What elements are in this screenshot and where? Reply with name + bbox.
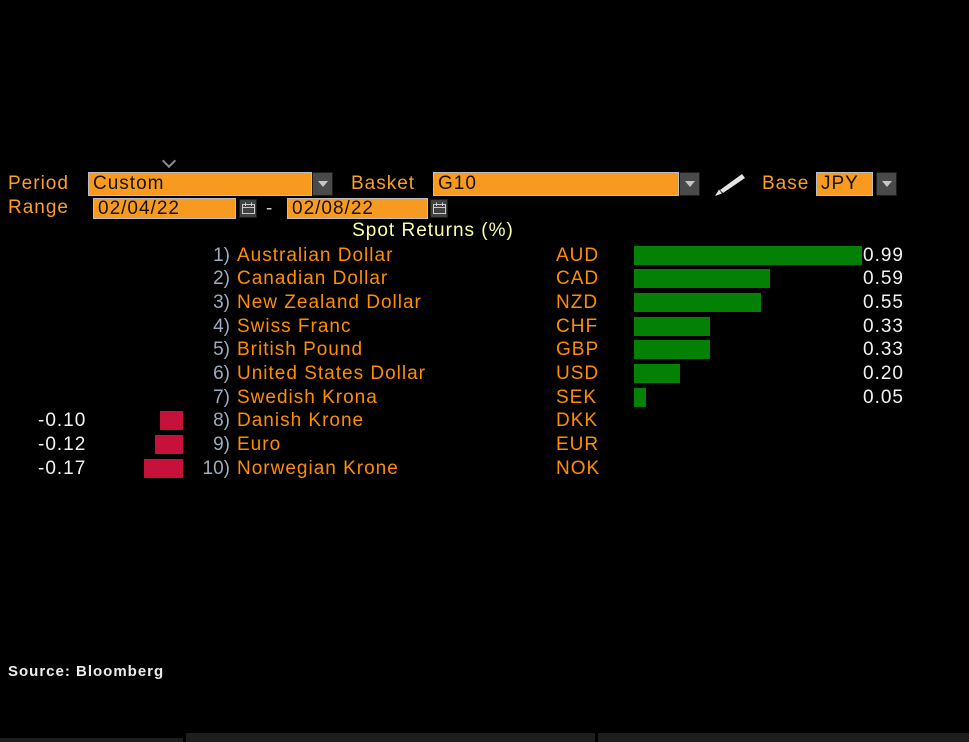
currency-code: CHF [556,316,599,337]
positive-return-bar [634,388,646,407]
chart-row: 2) Canadian Dollar CAD 0.59 [0,268,969,290]
edit-basket-button[interactable] [710,170,748,198]
currency-name[interactable]: British Pound [237,339,364,360]
taskbar-segment [0,738,183,742]
currency-code: AUD [556,245,600,266]
base-label: Base [762,173,810,194]
currency-name[interactable]: New Zealand Dollar [237,292,422,313]
currency-code: USD [556,363,600,384]
value-label: -0.10 [38,410,87,431]
source-credit: Source: Bloomberg [8,663,165,680]
row-rank[interactable]: 6) [213,363,230,384]
positive-return-bar [634,293,761,312]
period-field[interactable]: Custom [88,172,312,196]
chart-row: 9) Euro EUR -0.12 [0,434,969,456]
currency-name[interactable]: Swedish Krona [237,387,378,408]
currency-code: GBP [556,339,600,360]
row-rank[interactable]: 1) [213,245,230,266]
value-label: -0.17 [38,458,87,479]
currency-code: EUR [556,434,600,455]
value-label: 0.20 [863,363,904,384]
currency-code: DKK [556,410,599,431]
value-label: 0.33 [863,316,904,337]
range-separator: - [266,198,273,219]
positive-return-bar [634,246,862,265]
value-label: 0.05 [863,387,904,408]
currency-code: NOK [556,458,601,479]
calendar-icon [432,202,446,214]
range-start-field[interactable]: 02/04/22 [93,198,236,219]
chart-title: Spot Returns (%) [352,220,514,241]
base-field[interactable]: JPY [816,172,873,196]
positive-return-bar [634,340,710,359]
calendar-icon [241,202,255,214]
basket-field[interactable]: G10 [433,172,679,196]
chart-row: 8) Danish Krone DKK -0.10 [0,410,969,432]
positive-return-bar [634,364,680,383]
chart-row: 5) British Pound GBP 0.33 [0,339,969,361]
period-dropdown-button[interactable] [312,172,333,196]
row-rank[interactable]: 10) [202,458,230,479]
currency-name[interactable]: Danish Krone [237,410,365,431]
chart-row: 3) New Zealand Dollar NZD 0.55 [0,292,969,314]
positive-return-bar [634,269,770,288]
row-rank[interactable]: 7) [213,387,230,408]
currency-code: NZD [556,292,599,313]
chart-row: 7) Swedish Krona SEK 0.05 [0,387,969,409]
range-label: Range [8,197,69,218]
currency-name[interactable]: Australian Dollar [237,245,394,266]
pencil-icon [715,174,745,196]
chart-row: 6) United States Dollar USD 0.20 [0,363,969,385]
range-end-field[interactable]: 02/08/22 [287,198,428,219]
currency-code: CAD [556,268,600,289]
value-label: -0.12 [38,434,87,455]
dropdown-arrow-icon [684,181,695,187]
chart-row: 1) Australian Dollar AUD 0.99 [0,245,969,267]
period-label: Period [8,173,69,194]
base-dropdown-button[interactable] [876,172,897,196]
dropdown-arrow-icon [317,181,328,187]
basket-label: Basket [351,173,416,194]
range-end-calendar-button[interactable] [430,199,448,218]
taskbar-segment [186,733,595,742]
currency-name[interactable]: Norwegian Krone [237,458,399,479]
currency-name[interactable]: Canadian Dollar [237,268,389,289]
taskbar-segment [598,733,969,742]
basket-dropdown-button[interactable] [679,172,700,196]
currency-name[interactable]: Euro [237,434,282,455]
row-rank[interactable]: 9) [213,434,230,455]
row-rank[interactable]: 2) [213,268,230,289]
positive-return-bar [634,317,710,336]
dropdown-arrow-icon [881,181,892,187]
value-label: 0.59 [863,268,904,289]
row-rank[interactable]: 3) [213,292,230,313]
row-rank[interactable]: 4) [213,316,230,337]
negative-return-bar [144,459,183,478]
currency-code: SEK [556,387,598,408]
chart-row: 4) Swiss Franc CHF 0.33 [0,316,969,338]
value-label: 0.55 [863,292,904,313]
range-start-calendar-button[interactable] [239,199,257,218]
value-label: 0.99 [863,245,904,266]
negative-return-bar [155,435,183,454]
currency-name[interactable]: United States Dollar [237,363,426,384]
row-rank[interactable]: 5) [213,339,230,360]
currency-name[interactable]: Swiss Franc [237,316,352,337]
row-rank[interactable]: 8) [213,410,230,431]
value-label: 0.33 [863,339,904,360]
negative-return-bar [160,411,183,430]
chart-row: 10) Norwegian Krone NOK -0.17 [0,458,969,480]
